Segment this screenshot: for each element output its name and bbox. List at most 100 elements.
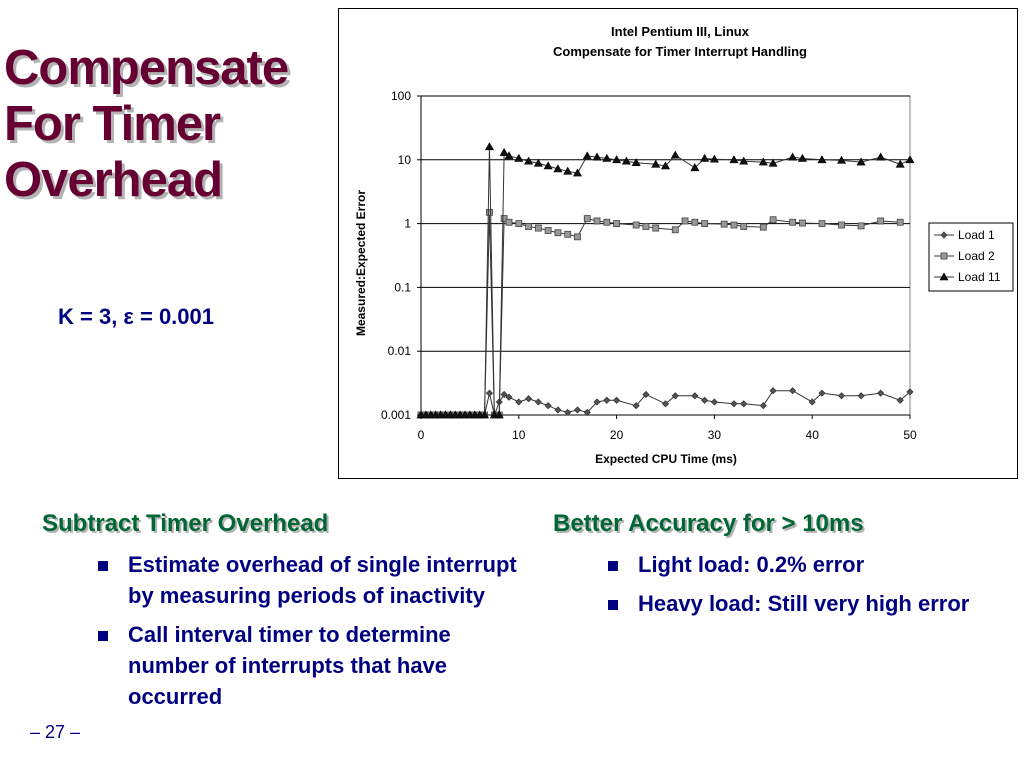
data-point [671, 226, 679, 234]
right-bullet-1: Light load: 0.2% error [608, 549, 988, 580]
data-point [730, 400, 738, 408]
legend-label: Load 1 [958, 228, 995, 242]
data-point [759, 223, 767, 231]
data-point [553, 164, 563, 173]
data-point [484, 142, 494, 151]
param-suffix: = 0.001 [133, 304, 215, 329]
data-point [789, 218, 797, 226]
data-point [769, 387, 777, 395]
data-point [896, 396, 904, 404]
data-point [797, 153, 807, 162]
data-point [895, 159, 905, 168]
data-point [563, 166, 573, 175]
chart-frame: Intel Pentium III, Linux Compensate for … [338, 8, 1018, 479]
bullet-square-icon [98, 561, 108, 571]
data-point [837, 392, 846, 400]
data-point [582, 151, 592, 160]
y-tick-label: 0.001 [381, 408, 411, 422]
left-section-heading: Subtract Timer Overhead [42, 510, 329, 537]
legend-marker [940, 252, 948, 260]
right-bullet-list: Light load: 0.2% error Heavy load: Still… [608, 549, 988, 627]
data-point [593, 217, 601, 225]
data-point [632, 402, 640, 410]
data-point [515, 220, 523, 228]
data-point [524, 156, 534, 165]
left-bullet-1-text: Estimate overhead of single interrupt by… [128, 552, 517, 608]
data-point [818, 389, 826, 397]
data-point [701, 396, 709, 404]
legend-marker [940, 231, 948, 239]
data-point [799, 219, 806, 227]
data-point [505, 393, 513, 401]
data-point [905, 155, 915, 164]
series-line-load-11 [421, 146, 911, 416]
data-point [485, 389, 494, 397]
data-point [642, 390, 650, 399]
param-prefix: K = 3, [58, 304, 124, 329]
legend-label: Load 11 [958, 270, 1001, 284]
parameter-text: K = 3, ε = 0.001 [58, 304, 214, 330]
left-bullet-2: Call interval timer to determine number … [98, 619, 518, 712]
data-point [574, 233, 581, 241]
data-point [710, 398, 718, 406]
data-point [651, 159, 661, 168]
data-point [564, 230, 572, 238]
data-point [660, 161, 671, 170]
data-point [877, 389, 885, 397]
data-point [691, 218, 699, 226]
data-point [500, 215, 508, 222]
data-point [534, 398, 542, 406]
data-point [564, 408, 572, 416]
data-point [817, 155, 827, 164]
x-axis-label: Expected CPU Time (ms) [595, 452, 737, 466]
data-point [544, 402, 552, 410]
data-point [525, 395, 533, 403]
data-point [857, 222, 865, 230]
legend-label: Load 2 [958, 249, 995, 263]
data-point [499, 147, 509, 156]
bullet-square-icon [98, 631, 108, 641]
legend-marker [939, 272, 949, 281]
data-point [808, 398, 816, 406]
data-point [709, 154, 719, 163]
data-point [661, 400, 670, 408]
data-point [700, 153, 710, 162]
data-point [603, 218, 611, 226]
y-tick-label: 1 [404, 217, 411, 231]
data-point [837, 155, 847, 164]
data-point [621, 156, 631, 165]
data-point [573, 406, 582, 414]
data-point [758, 157, 768, 166]
data-point [857, 392, 865, 400]
data-point [515, 398, 523, 406]
data-point [613, 220, 621, 228]
data-point [480, 410, 490, 419]
data-point [681, 217, 689, 225]
x-tick-label: 40 [806, 428, 820, 442]
right-bullet-2: Heavy load: Still very high error [608, 588, 988, 619]
data-point [730, 221, 738, 229]
data-point [534, 224, 542, 232]
plot-area [420, 95, 911, 416]
data-point [671, 392, 679, 400]
data-point [602, 153, 612, 162]
data-point [514, 153, 524, 162]
data-point [642, 223, 650, 230]
bullet-square-icon [608, 561, 618, 571]
slide-title-line-1: Compensate [4, 41, 289, 95]
data-point [652, 224, 660, 232]
data-point [818, 220, 826, 228]
data-point [631, 158, 641, 167]
error-chart: Intel Pentium III, Linux Compensate for … [354, 24, 1014, 466]
chart-title: Intel Pentium III, Linux [611, 24, 750, 39]
data-point [739, 156, 749, 165]
x-tick-label: 0 [418, 428, 425, 442]
data-point [505, 218, 513, 226]
left-bullet-1: Estimate overhead of single interrupt by… [98, 549, 518, 611]
data-point [690, 163, 700, 172]
left-bullet-2-text: Call interval timer to determine number … [128, 622, 451, 709]
x-tick-label: 10 [512, 428, 526, 442]
y-tick-label: 0.01 [388, 344, 412, 358]
y-tick-label: 10 [398, 153, 412, 167]
data-point [500, 390, 508, 399]
